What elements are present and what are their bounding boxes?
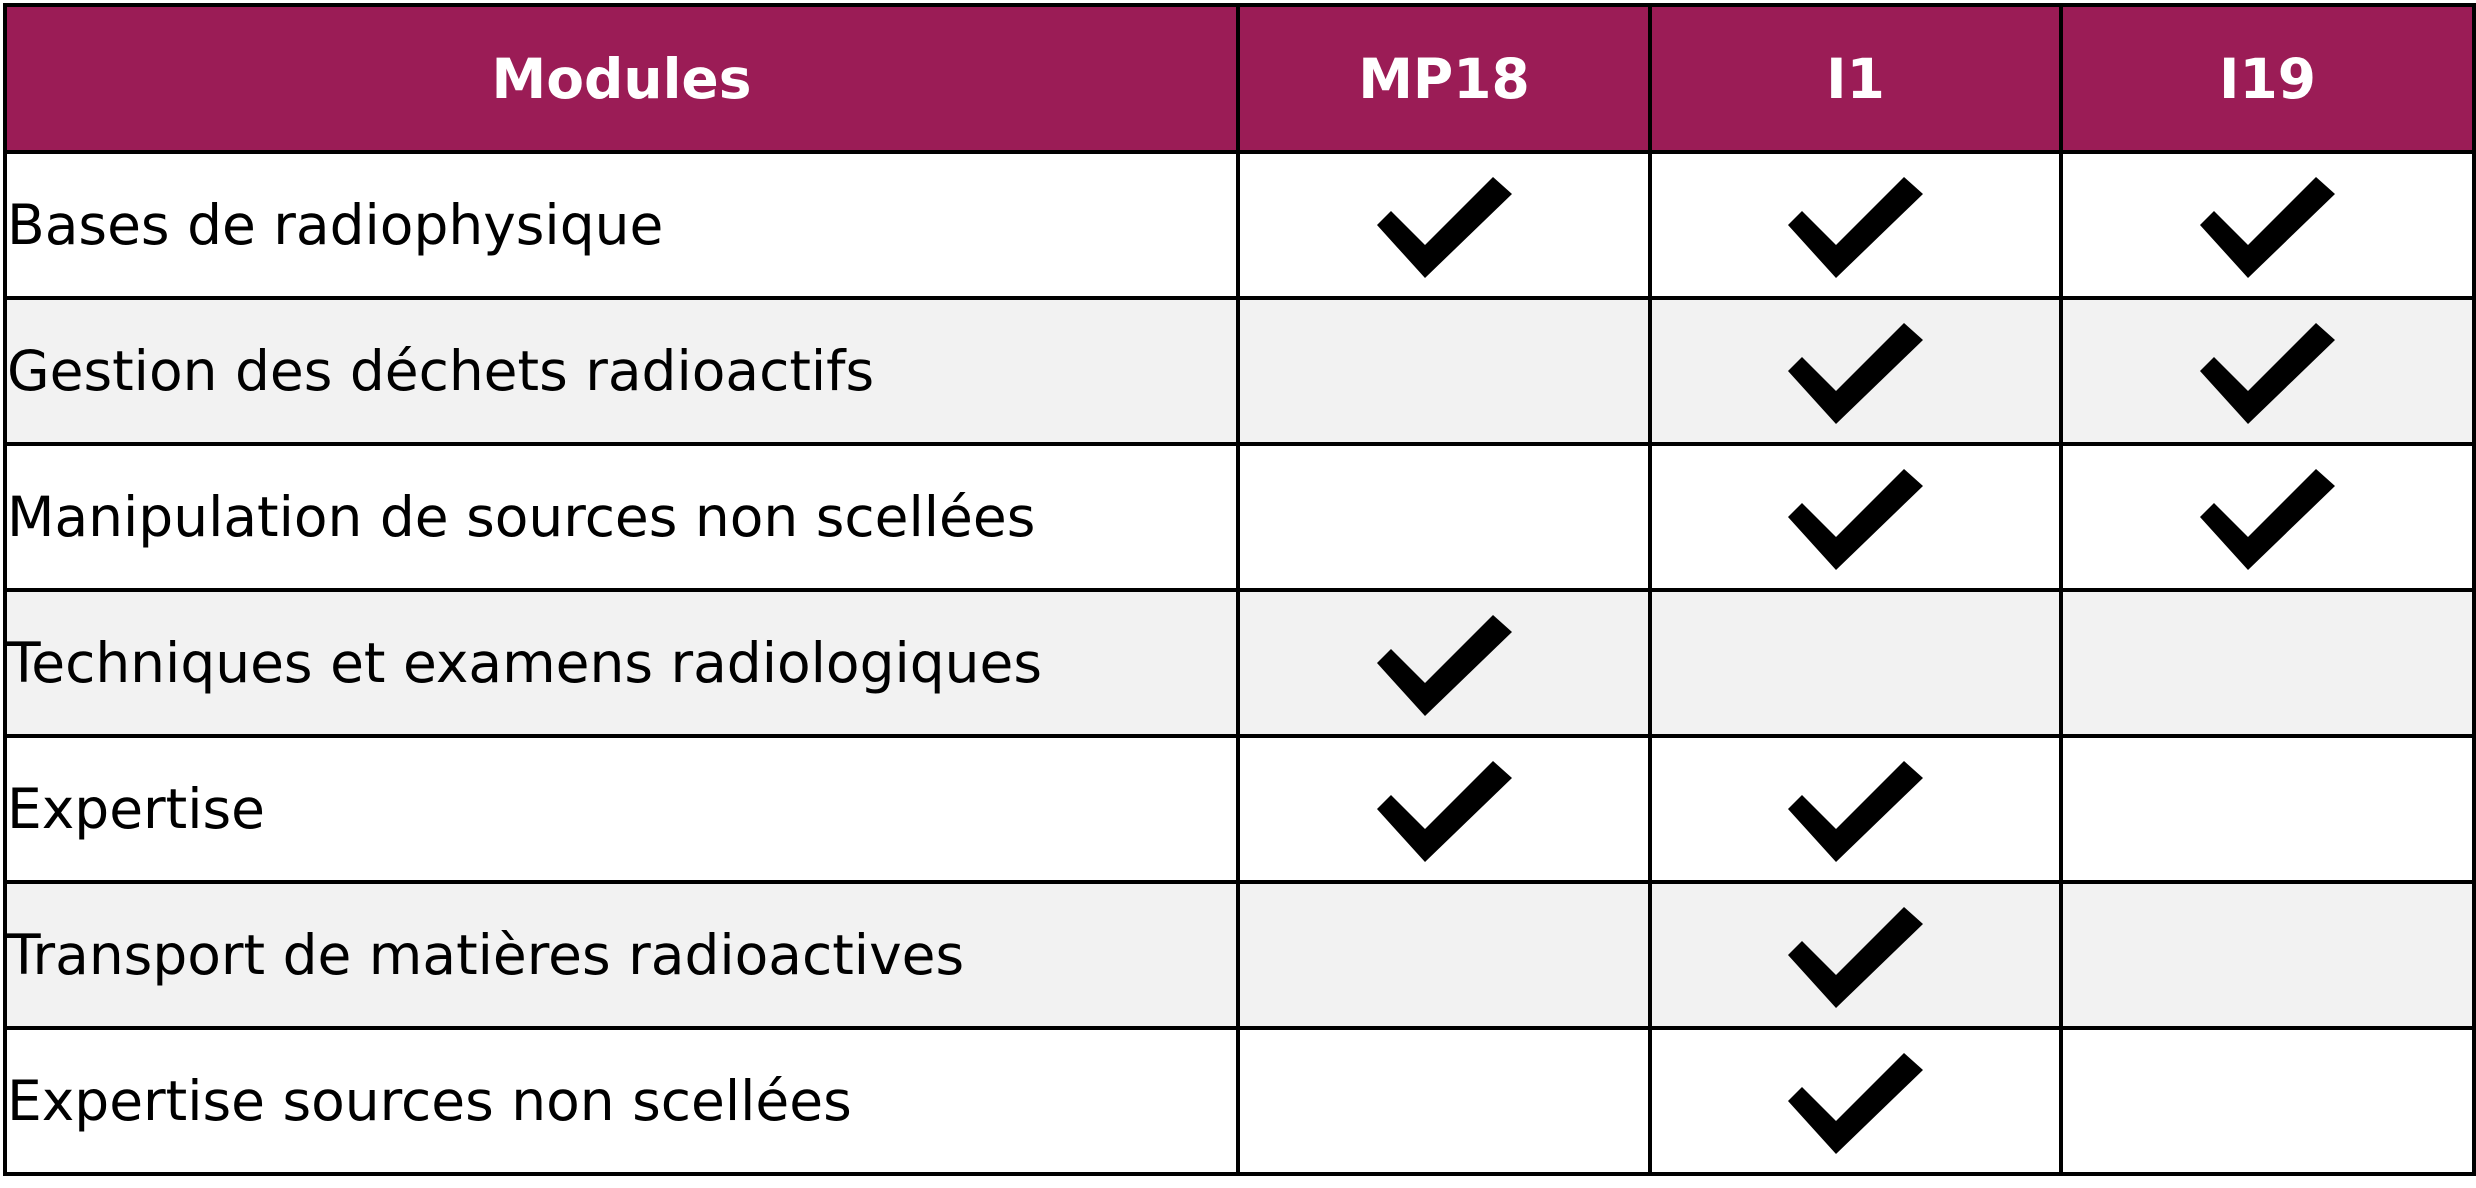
header-i1: I1	[1648, 3, 2063, 154]
check-mark-icon	[1376, 756, 1512, 862]
check-mark-icon	[1376, 172, 1512, 278]
cell-i19	[2059, 442, 2476, 592]
cell-i19	[2059, 880, 2476, 1030]
cell-mp18	[1236, 1026, 1652, 1176]
cell-i19	[2059, 296, 2476, 446]
check-mark-icon	[2200, 464, 2335, 570]
cell-mp18	[1236, 880, 1652, 1030]
cell-mp18	[1236, 734, 1652, 884]
cell-i1	[1648, 296, 2063, 446]
module-label: Expertise sources non scellées	[3, 1026, 1240, 1176]
header-row: Modules MP18 I1 I19	[3, 3, 2476, 154]
table-body: Bases de radiophysique Gestion des déchet…	[3, 150, 2476, 1176]
table-row: Bases de radiophysique	[3, 150, 2476, 300]
check-mark-icon	[2200, 318, 2335, 424]
table-row: Expertise	[3, 734, 2476, 884]
check-mark-icon	[1788, 1048, 1923, 1154]
cell-i1	[1648, 442, 2063, 592]
cell-i19	[2059, 1026, 2476, 1176]
check-mark-icon	[1788, 464, 1923, 570]
cell-i1	[1648, 150, 2063, 300]
cell-i1	[1648, 588, 2063, 738]
table-row: Transport de matières radioactives	[3, 880, 2476, 1030]
header-mp18: MP18	[1236, 3, 1652, 154]
check-mark-icon	[1788, 756, 1923, 862]
module-label: Transport de matières radioactives	[3, 880, 1240, 1030]
check-mark-icon	[1376, 610, 1512, 716]
cell-i19	[2059, 150, 2476, 300]
cell-i19	[2059, 734, 2476, 884]
module-label: Techniques et examens radiologiques	[3, 588, 1240, 738]
table-row: Manipulation de sources non scellées	[3, 442, 2476, 592]
check-mark-icon	[1788, 172, 1923, 278]
cell-i19	[2059, 588, 2476, 738]
cell-i1	[1648, 1026, 2063, 1176]
module-label: Gestion des déchets radioactifs	[3, 296, 1240, 446]
cell-i1	[1648, 880, 2063, 1030]
module-label: Bases de radiophysique	[3, 150, 1240, 300]
check-mark-icon	[1788, 318, 1923, 424]
header-modules: Modules	[3, 3, 1240, 154]
table-row: Techniques et examens radiologiques	[3, 588, 2476, 738]
cell-mp18	[1236, 150, 1652, 300]
table-row: Expertise sources non scellées	[3, 1026, 2476, 1176]
cell-i1	[1648, 734, 2063, 884]
cell-mp18	[1236, 588, 1652, 738]
module-label: Manipulation de sources non scellées	[3, 442, 1240, 592]
modules-table: Modules MP18 I1 I19 Bases de radiophysiq…	[3, 3, 2476, 1176]
cell-mp18	[1236, 296, 1652, 446]
table-row: Gestion des déchets radioactifs	[3, 296, 2476, 446]
module-label: Expertise	[3, 734, 1240, 884]
check-mark-icon	[2200, 172, 2335, 278]
cell-mp18	[1236, 442, 1652, 592]
header-i19: I19	[2059, 3, 2476, 154]
check-mark-icon	[1788, 902, 1923, 1008]
